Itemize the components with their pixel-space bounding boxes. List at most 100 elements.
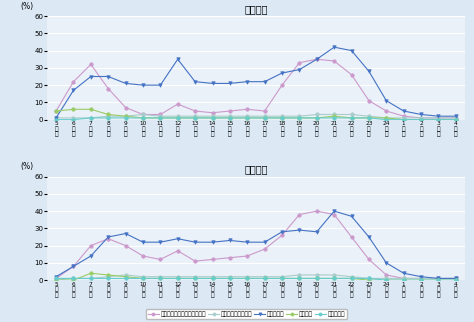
テレビ（リアルタイム）視聴 (157, 258, 163, 261)
テレビ（リアルタイム）視聴 (279, 233, 285, 237)
新聞閲読 (383, 278, 389, 282)
ネット利用 (210, 240, 215, 244)
テレビ（録画）視聴 (157, 275, 163, 279)
テレビ（リアルタイム）視聴 (314, 57, 319, 61)
ラジオ聴取 (245, 116, 250, 120)
ラジオ聴取 (331, 277, 337, 280)
ラジオ聴取 (71, 277, 76, 280)
ラジオ聴取 (349, 277, 355, 280)
新聞閲読 (192, 277, 198, 280)
テレビ（リアルタイム）視聴 (245, 254, 250, 258)
新聞閲読 (88, 271, 94, 275)
テレビ（録画）視聴 (210, 114, 215, 118)
テレビ（録画）視聴 (105, 114, 111, 118)
ネット利用 (245, 80, 250, 84)
ネット利用 (245, 240, 250, 244)
ネット利用 (297, 228, 302, 232)
テレビ（リアルタイム）視聴 (383, 273, 389, 277)
ラジオ聴取 (366, 116, 372, 120)
新聞閲読 (175, 116, 181, 120)
ネット利用 (314, 57, 319, 61)
ネット利用 (262, 80, 267, 84)
ネット利用 (383, 99, 389, 103)
ネット利用 (140, 240, 146, 244)
ネット利用 (401, 271, 407, 275)
新聞閲読 (210, 116, 215, 120)
新聞閲読 (245, 277, 250, 280)
Line: テレビ（リアルタイム）視聴: テレビ（リアルタイム）視聴 (55, 58, 457, 120)
新聞閲読 (436, 118, 441, 122)
テレビ（リアルタイム）視聴 (418, 116, 424, 120)
テレビ（リアルタイム）視聴 (383, 109, 389, 113)
新聞閲読 (418, 118, 424, 122)
テレビ（録画）視聴 (314, 112, 319, 116)
テレビ（リアルタイム）視聴 (53, 277, 59, 280)
ラジオ聴取 (401, 118, 407, 122)
ラジオ聴取 (453, 278, 459, 282)
新聞閲読 (401, 118, 407, 122)
ラジオ聴取 (366, 277, 372, 280)
ラジオ聴取 (297, 116, 302, 120)
テレビ（録画）視聴 (175, 114, 181, 118)
テレビ（録画）視聴 (192, 275, 198, 279)
テレビ（録画）視聴 (245, 275, 250, 279)
ネット利用 (279, 71, 285, 75)
テレビ（録画）視聴 (436, 277, 441, 280)
ラジオ聴取 (436, 118, 441, 122)
ネット利用 (418, 275, 424, 279)
ラジオ聴取 (210, 116, 215, 120)
テレビ（リアルタイム）視聴 (175, 102, 181, 106)
テレビ（リアルタイム）視聴 (192, 259, 198, 263)
テレビ（録画）視聴 (453, 277, 459, 280)
ネット利用 (123, 232, 128, 235)
ラジオ聴取 (314, 116, 319, 120)
テレビ（リアルタイム）視聴 (262, 109, 267, 113)
Line: ネット利用: ネット利用 (55, 209, 457, 280)
テレビ（録画）視聴 (262, 275, 267, 279)
ネット利用 (349, 214, 355, 218)
ネット利用 (53, 275, 59, 279)
テレビ（リアルタイム）視聴 (366, 258, 372, 261)
テレビ（リアルタイム）視聴 (123, 106, 128, 109)
ネット利用 (88, 254, 94, 258)
Line: テレビ（録画）視聴: テレビ（録画）視聴 (55, 273, 457, 282)
ネット利用 (88, 75, 94, 79)
テレビ（リアルタイム）視聴 (331, 59, 337, 63)
ネット利用 (279, 230, 285, 234)
ラジオ聴取 (227, 277, 233, 280)
テレビ（録画）視聴 (140, 275, 146, 279)
ラジオ聴取 (53, 277, 59, 280)
新聞閲読 (140, 116, 146, 120)
新聞閲読 (88, 107, 94, 111)
新聞閲読 (297, 116, 302, 120)
ラジオ聴取 (71, 118, 76, 122)
ネット利用 (175, 237, 181, 241)
テレビ（録画）視聴 (227, 275, 233, 279)
テレビ（リアルタイム）視聴 (366, 99, 372, 103)
テレビ（リアルタイム）視聴 (297, 213, 302, 216)
テレビ（リアルタイム）視聴 (401, 114, 407, 118)
テレビ（録画）視聴 (105, 275, 111, 279)
新聞閲読 (436, 278, 441, 282)
テレビ（録画）視聴 (157, 114, 163, 118)
ネット利用 (383, 261, 389, 265)
テレビ（リアルタイム）視聴 (453, 277, 459, 280)
テレビ（リアルタイム）視聴 (227, 256, 233, 260)
ラジオ聴取 (210, 277, 215, 280)
ラジオ聴取 (279, 277, 285, 280)
テレビ（録画）視聴 (418, 277, 424, 280)
テレビ（リアルタイム）視聴 (88, 62, 94, 66)
新聞閲読 (71, 107, 76, 111)
新聞閲読 (53, 109, 59, 113)
テレビ（リアルタイム）視聴 (314, 209, 319, 213)
新聞閲読 (418, 278, 424, 282)
新聞閲読 (245, 116, 250, 120)
Title: （休日）: （休日） (244, 165, 268, 175)
ラジオ聴取 (453, 118, 459, 122)
ラジオ聴取 (401, 278, 407, 282)
ラジオ聴取 (123, 116, 128, 120)
ネット利用 (71, 88, 76, 92)
ラジオ聴取 (331, 116, 337, 120)
テレビ（録画）視聴 (71, 277, 76, 280)
ネット利用 (349, 49, 355, 52)
